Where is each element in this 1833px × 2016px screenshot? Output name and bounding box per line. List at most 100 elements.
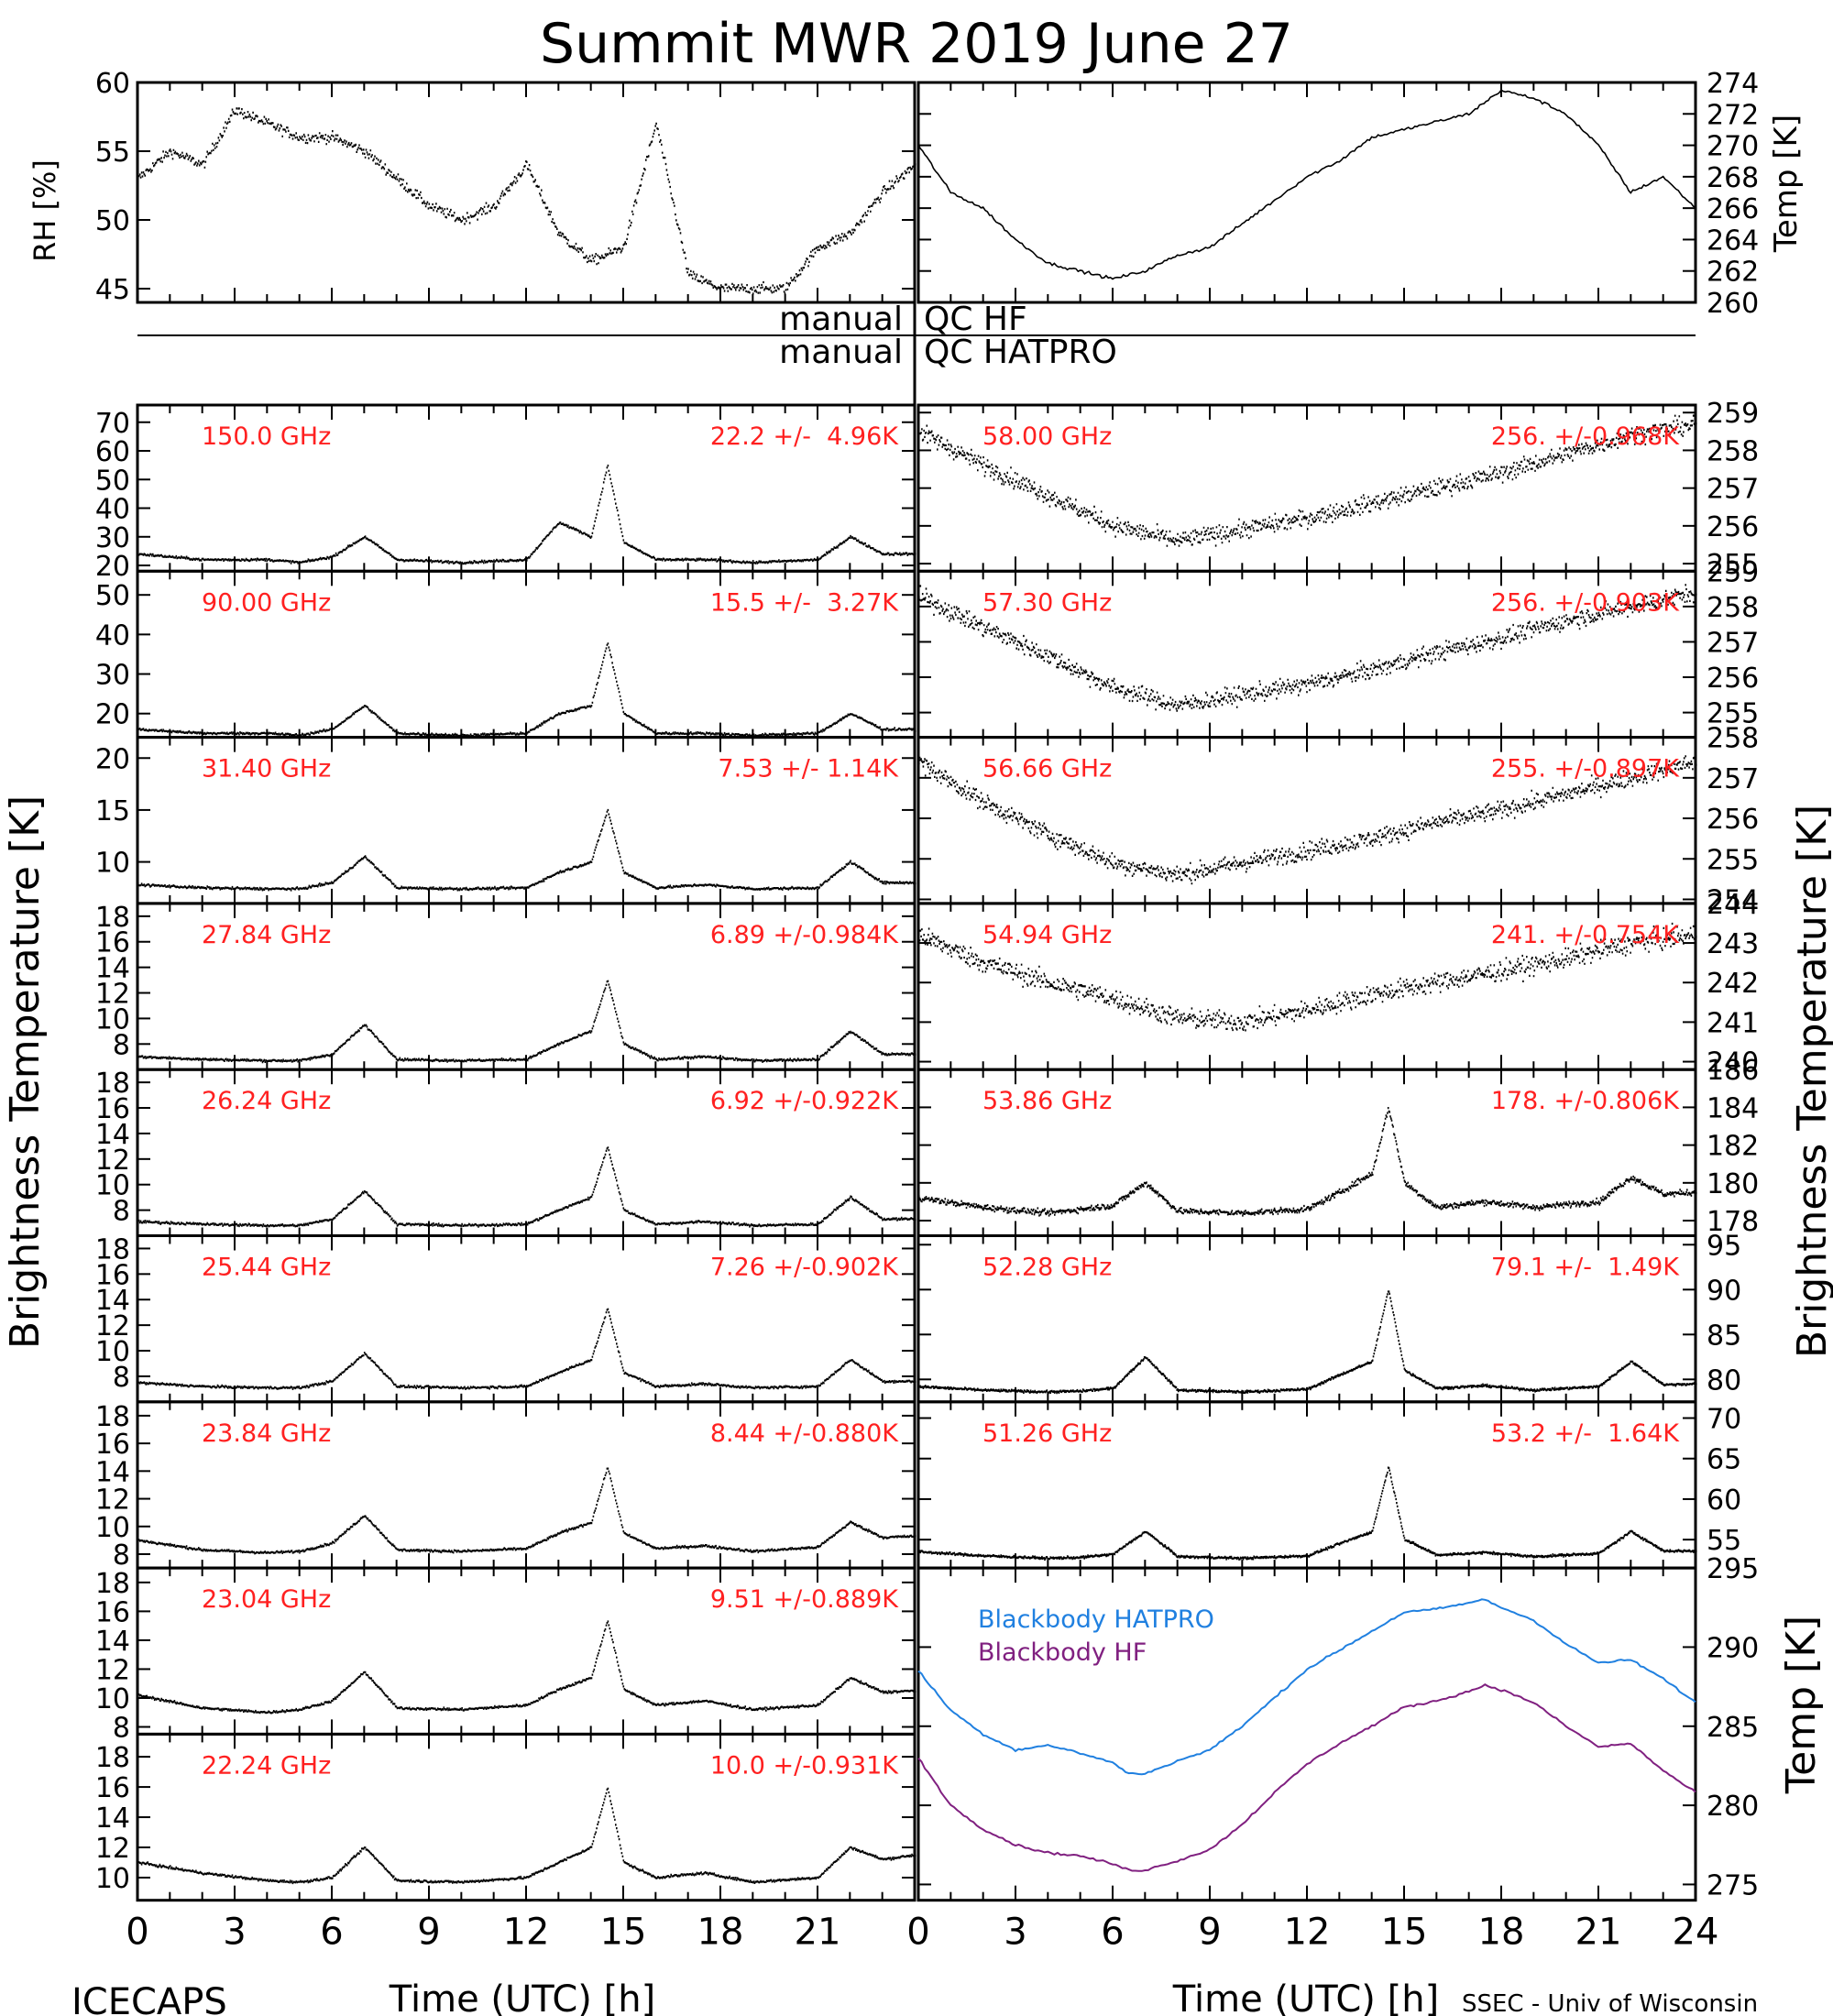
y-tick-label: 12 (95, 1310, 130, 1342)
x-tick-label: 21 (1575, 1912, 1622, 1954)
y-tick-label: 85 (1707, 1320, 1741, 1352)
data-points (137, 1308, 916, 1390)
qc-hatpro-right-label: QC HATPRO (924, 334, 1117, 371)
y-tick-label: 16 (95, 1429, 130, 1461)
channel-label: 58.00 GHz (982, 422, 1112, 451)
channel-label: 56.66 GHz (982, 755, 1112, 783)
y-tick-label: 256 (1707, 511, 1759, 543)
y-tick-label: 10 (95, 1683, 130, 1715)
y-tick-label: 255 (1707, 844, 1759, 876)
channel-stat: 22.2 +/- 4.96K (710, 422, 899, 451)
y-tick-label: 8 (113, 1196, 130, 1228)
footer-left: ICECAPS (71, 1981, 227, 2016)
x-tick-label: 15 (600, 1912, 647, 1954)
y-tick-label: 18 (95, 1742, 130, 1774)
y-tick-label: 257 (1707, 627, 1759, 659)
y-tick-label: 12 (95, 1833, 130, 1865)
y-tick-label: 18 (95, 902, 130, 934)
y-tick-label: 260 (1707, 288, 1759, 320)
y-tick-label: 15 (95, 795, 130, 827)
channel-stat: 255. +/-0.897K (1491, 755, 1680, 783)
channel-stat: 6.89 +/-0.984K (710, 921, 899, 949)
y-tick-label: 182 (1707, 1131, 1759, 1163)
channel-stat: 7.26 +/-0.902K (710, 1254, 899, 1282)
data-points (137, 808, 916, 892)
y-tick-label: 10 (95, 1512, 130, 1544)
channel-stat: 241. +/-0.754K (1491, 921, 1680, 949)
y-tick-label: 14 (95, 1119, 130, 1151)
y-tick-label: 16 (95, 1772, 130, 1804)
channel-label: 22.24 GHz (202, 1751, 331, 1780)
y-tick-label: 257 (1707, 763, 1759, 795)
data-points (137, 1620, 916, 1715)
y-tick-label: 70 (95, 408, 130, 440)
y-tick-label: 178 (1707, 1206, 1759, 1238)
y-tick-label: 259 (1707, 556, 1759, 588)
y-tick-label: 254 (1707, 884, 1759, 916)
y-tick-label: 14 (95, 1626, 130, 1658)
qc-hf-right-label: QC HF (924, 301, 1027, 338)
y-tick-label: 8 (113, 1029, 130, 1061)
panel-ch_31.40: 10 15 20 31.40 GHz 7.53 +/- 1.14K (95, 736, 916, 905)
x-tick-label: 24 (1673, 1912, 1719, 1954)
y-tick-label: 18 (95, 1068, 130, 1100)
panel-ch_53.86: 178 180 182 184 186 53.86 GHz 178. +/-0.806K (916, 1055, 1759, 1238)
data-points (137, 980, 916, 1064)
y-tick-label: 90 (1707, 1275, 1741, 1307)
y-tick-label: 244 (1707, 889, 1759, 921)
y-tick-label: 60 (95, 436, 130, 468)
x-tick-label: 0 (906, 1912, 929, 1954)
channel-stat: 8.44 +/-0.880K (710, 1419, 899, 1448)
panel-ch_52.28: 80 85 90 95 52.28 GHz 79.1 +/- 1.49K (916, 1230, 1741, 1404)
rh-axis-label: RH [%] (27, 159, 62, 262)
y-tick-label: 8 (113, 1713, 130, 1745)
y-tick-label: 55 (95, 137, 130, 169)
y-tick-label: 10 (95, 1336, 130, 1368)
y-tick-label: 70 (1707, 1403, 1741, 1435)
x-tick-label: 21 (795, 1912, 841, 1954)
data-points (918, 1466, 1697, 1561)
y-tick-label: 14 (95, 1285, 130, 1317)
channel-label: 25.44 GHz (202, 1254, 331, 1282)
data-points (918, 1107, 1697, 1217)
y-tick-label: 18 (95, 1401, 130, 1433)
panel-frame (136, 81, 916, 304)
y-tick-label: 268 (1707, 162, 1759, 194)
y-tick-label: 257 (1707, 474, 1759, 506)
temp-bottom-axis-label: Temp [K] (1778, 1616, 1825, 1794)
x-axis-label-right: Time (UTC) [h] (1172, 1978, 1439, 2016)
y-tick-label: 18 (95, 1568, 130, 1600)
x-tick-label: 12 (1284, 1912, 1331, 1954)
y-tick-label: 274 (1707, 68, 1759, 100)
y-tick-label: 241 (1707, 1007, 1759, 1039)
y-tick-label: 258 (1707, 435, 1759, 467)
channel-stat: 53.2 +/- 1.64K (1491, 1419, 1680, 1448)
channel-label: 27.84 GHz (202, 921, 331, 949)
y-tick-label: 272 (1707, 99, 1759, 131)
plot-area: 4550556026026226426626827027227420304050… (95, 68, 1759, 1954)
data-points (918, 1290, 1697, 1395)
x-tick-label: 0 (126, 1912, 148, 1954)
y-tick-label: 20 (95, 699, 130, 731)
panel-ch_90.00: 20 30 40 50 90.00 GHz 15.5 +/- 3.27K (95, 569, 916, 740)
y-tick-label: 30 (95, 660, 130, 692)
y-tick-label: 8 (113, 1539, 130, 1572)
y-tick-label: 256 (1707, 663, 1759, 695)
y-tick-label: 242 (1707, 968, 1759, 1000)
y-tick-label: 262 (1707, 257, 1759, 289)
legend-entry: Blackbody HATPRO (978, 1605, 1214, 1634)
y-tick-label: 8 (113, 1362, 130, 1394)
y-tick-label: 180 (1707, 1168, 1759, 1200)
y-tick-label: 16 (95, 1093, 130, 1125)
x-tick-label: 6 (320, 1912, 343, 1954)
channel-stat: 6.92 +/-0.922K (710, 1087, 899, 1115)
y-tick-label: 60 (1707, 1485, 1741, 1517)
y-tick-label: 20 (95, 743, 130, 775)
y-tick-label: 60 (95, 68, 130, 100)
